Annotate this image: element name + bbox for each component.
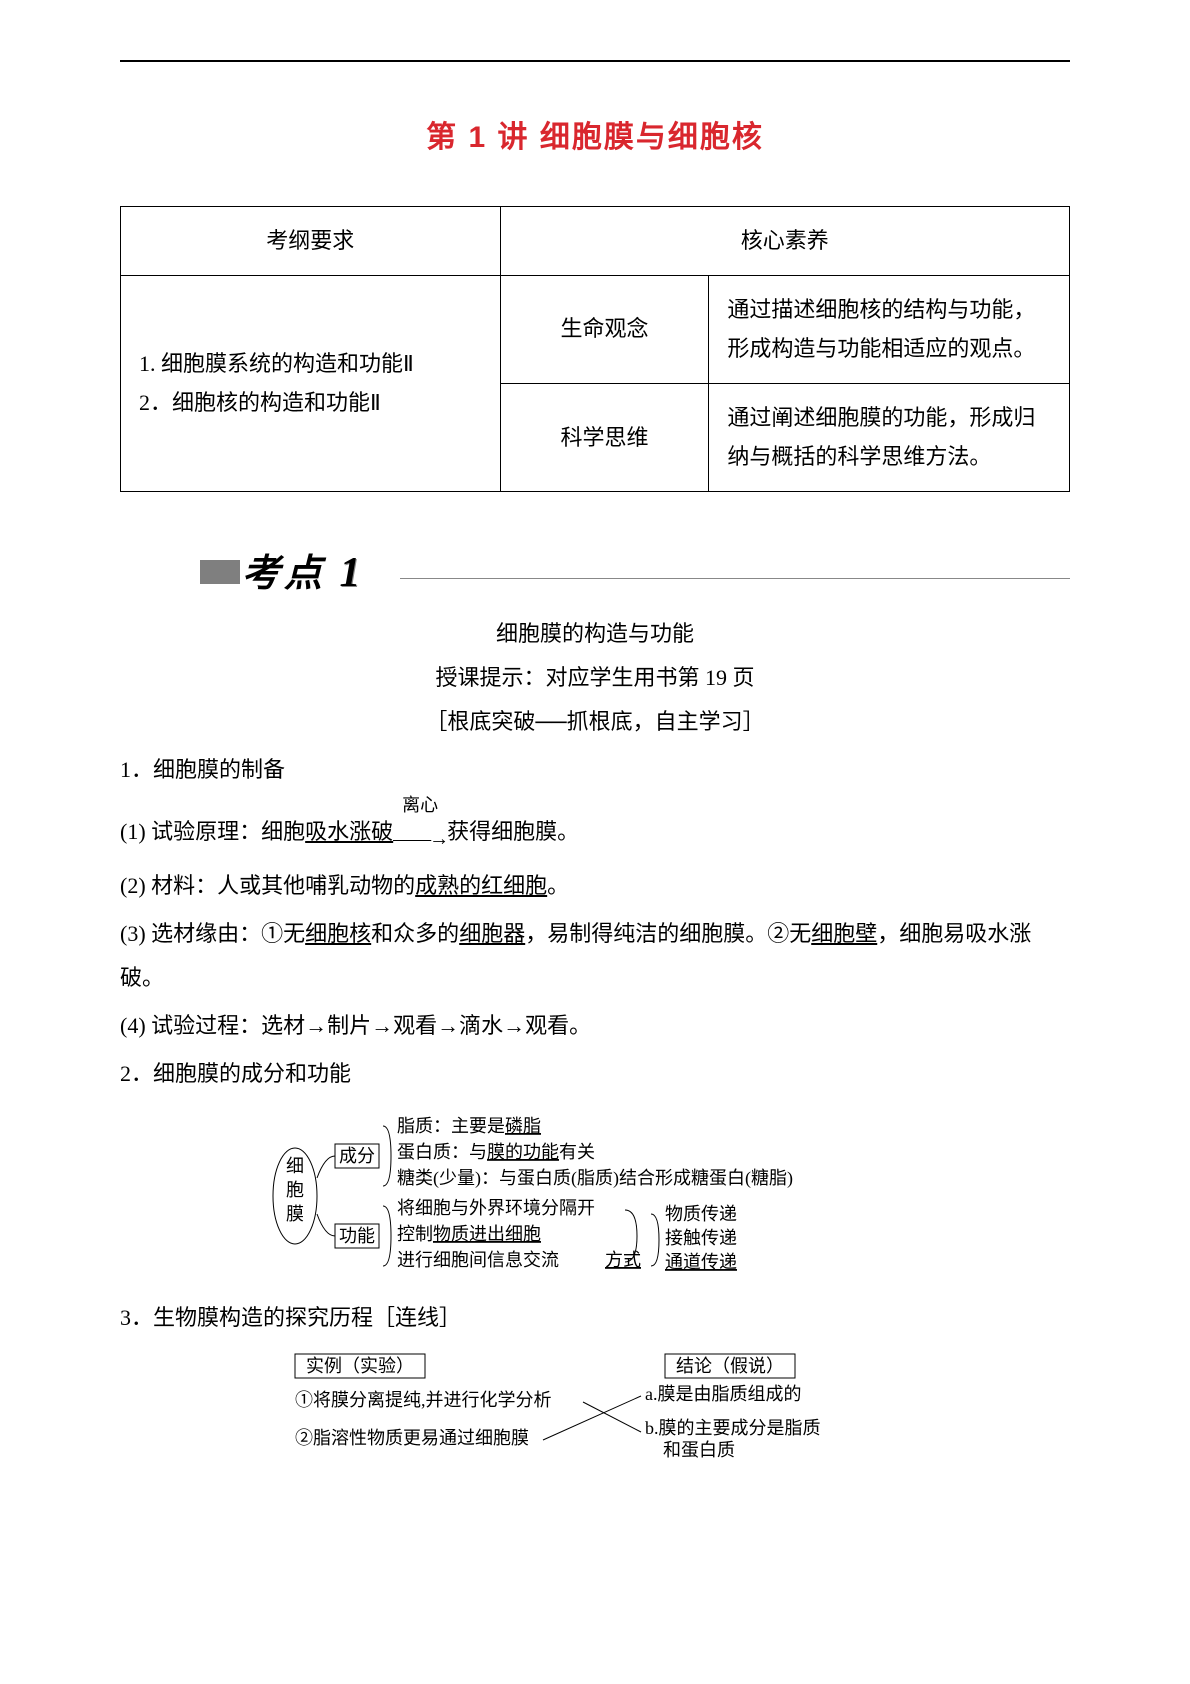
cell-sci-thinking: 科学思维 xyxy=(500,383,709,491)
req-line-2: 2．细胞核的构造和功能Ⅱ xyxy=(139,383,482,423)
d1-b1-i1-pre: 脂质：主要是 xyxy=(397,1116,505,1136)
s1-p2-u: 成熟的红细胞 xyxy=(415,873,547,898)
d1-way-3: 通道传递 xyxy=(665,1252,737,1272)
s2-heading: 2．细胞膜的成分和功能 xyxy=(120,1052,1070,1096)
arrow-body: ――→ xyxy=(393,828,447,850)
svg-text:脂质：主要是磷脂: 脂质：主要是磷脂 xyxy=(397,1116,541,1136)
th-requirements: 考纲要求 xyxy=(121,207,501,276)
d1-root-c1: 细 xyxy=(286,1156,304,1176)
kaodian-line xyxy=(400,578,1070,579)
page-title: 第 1 讲 细胞膜与细胞核 xyxy=(120,112,1070,156)
syllabus-table: 考纲要求 核心素养 1. 细胞膜系统的构造和功能Ⅱ 2．细胞核的构造和功能Ⅱ 生… xyxy=(120,206,1070,492)
s1-p1: (1) 试验原理：细胞吸水涨破离心 ――→获得细胞膜。 xyxy=(120,796,1070,860)
s1-p3-u3: 细胞壁 xyxy=(811,921,877,946)
d1-b2-i1: 将细胞与外界环境分隔开 xyxy=(397,1198,595,1218)
center-line-1: 细胞膜的构造与功能 xyxy=(120,612,1070,656)
center-line-2: 授课提示：对应学生用书第 19 页 xyxy=(120,656,1070,700)
d1-b1-i2-pre: 蛋白质：与 xyxy=(397,1142,487,1162)
d2-head-right: 结论（假说） xyxy=(676,1356,784,1376)
s1-p3-u1: 细胞核 xyxy=(305,921,371,946)
section-3: 3．生物膜构造的探究历程［连线］ xyxy=(120,1296,1070,1340)
cell-life-concept-desc: 通过描述细胞核的结构与功能，形成构造与功能相适应的观点。 xyxy=(709,275,1070,383)
kaodian-number: 1 xyxy=(340,550,365,596)
s1-p4: (4) 试验过程：选材→制片→观看→滴水→观看。 xyxy=(120,1004,1070,1048)
d1-b2-i3: 进行细胞间信息交流 xyxy=(397,1250,559,1270)
d1-b1-i2-tail: 有关 xyxy=(559,1142,595,1162)
svg-text:蛋白质：与膜的功能有关: 蛋白质：与膜的功能有关 xyxy=(397,1142,595,1162)
s1-p1-tail: 获得细胞膜。 xyxy=(447,819,579,844)
d1-b1-i1-u: 磷脂 xyxy=(505,1116,541,1136)
d2-left-2: ②脂溶性物质更易通过细胞膜 xyxy=(295,1428,529,1448)
s1-p3-mid: 和众多的 xyxy=(371,921,459,946)
d1-root-c2: 胞 xyxy=(286,1180,304,1200)
d2-right-2b: 和蛋白质 xyxy=(663,1440,735,1460)
d1-root-c3: 膜 xyxy=(286,1204,304,1224)
d2-head-left: 实例（实验） xyxy=(306,1356,414,1376)
arrow-centrifuge: 离心 ――→ xyxy=(393,796,447,860)
th-competency: 核心素养 xyxy=(500,207,1069,276)
s1-p3-pre: (3) 选材缘由：①无 xyxy=(120,921,305,946)
center-block: 细胞膜的构造与功能 授课提示：对应学生用书第 19 页 ［根底突破──抓根底，自… xyxy=(120,612,1070,744)
section-2: 2．细胞膜的成分和功能 xyxy=(120,1052,1070,1096)
d1-b2-i2-u: 物质进出细胞 xyxy=(433,1224,541,1244)
section-1: 1．细胞膜的制备 (1) 试验原理：细胞吸水涨破离心 ――→获得细胞膜。 (2) … xyxy=(120,748,1070,1048)
top-rule xyxy=(120,60,1070,62)
d1-b1-i2-u: 膜的功能 xyxy=(487,1142,559,1162)
s1-p1-u1: 吸水涨破 xyxy=(305,819,393,844)
s1-p1-pre: (1) 试验原理：细胞 xyxy=(120,819,305,844)
s1-p2-tail: 。 xyxy=(547,873,569,898)
d1-b2-label: 功能 xyxy=(339,1226,375,1246)
d1-b2-i2-pre: 控制 xyxy=(397,1224,433,1244)
d1-b1-label: 成分 xyxy=(339,1146,375,1166)
diagram-membrane-tree: 细 胞 膜 成分 脂质：主要是磷脂 蛋白质：与膜的功能有关 糖类(少量)：与蛋白… xyxy=(265,1106,925,1286)
d1-way-label: 方式 xyxy=(605,1250,641,1270)
s1-heading: 1．细胞膜的制备 xyxy=(120,748,1070,792)
diagram-matching: 实例（实验） 结论（假说） ①将膜分离提纯,并进行化学分析 ②脂溶性物质更易通过… xyxy=(285,1350,905,1470)
arrow-top: 离心 xyxy=(393,796,447,816)
s1-p3-mid2: ，易制得纯洁的细胞膜。②无 xyxy=(525,921,811,946)
cell-requirements: 1. 细胞膜系统的构造和功能Ⅱ 2．细胞核的构造和功能Ⅱ xyxy=(121,275,501,491)
d1-b1-i3: 糖类(少量)：与蛋白质(脂质)结合形成糖蛋白(糖脂) xyxy=(397,1168,793,1189)
kaodian-bar xyxy=(200,560,240,584)
kaodian-label: 考点 1 xyxy=(242,542,365,597)
s1-p3-u2: 细胞器 xyxy=(459,921,525,946)
center-line-3: ［根底突破──抓根底，自主学习］ xyxy=(120,700,1070,744)
req-line-1: 1. 细胞膜系统的构造和功能Ⅱ xyxy=(139,344,482,384)
d2-right-1: a.膜是由脂质组成的 xyxy=(645,1384,802,1404)
s1-p2: (2) 材料：人或其他哺乳动物的成熟的红细胞。 xyxy=(120,864,1070,908)
s1-p3: (3) 选材缘由：①无细胞核和众多的细胞器，易制得纯洁的细胞膜。②无细胞壁，细胞… xyxy=(120,912,1070,1000)
d2-left-1: ①将膜分离提纯,并进行化学分析 xyxy=(295,1390,552,1410)
s3-heading: 3．生物膜构造的探究历程［连线］ xyxy=(120,1296,1070,1340)
s1-p2-pre: (2) 材料：人或其他哺乳动物的 xyxy=(120,873,415,898)
d1-way-2: 接触传递 xyxy=(665,1228,737,1248)
svg-text:控制物质进出细胞: 控制物质进出细胞 xyxy=(397,1224,541,1244)
kaodian-word: 考点 xyxy=(242,553,326,595)
cell-life-concept: 生命观念 xyxy=(500,275,709,383)
d2-right-2a: b.膜的主要成分是脂质 xyxy=(645,1418,821,1438)
cell-sci-thinking-desc: 通过阐述细胞膜的功能，形成归纳与概括的科学思维方法。 xyxy=(709,383,1070,491)
kaodian-header: 考点 1 xyxy=(120,542,1070,592)
d1-way-1: 物质传递 xyxy=(665,1204,737,1224)
